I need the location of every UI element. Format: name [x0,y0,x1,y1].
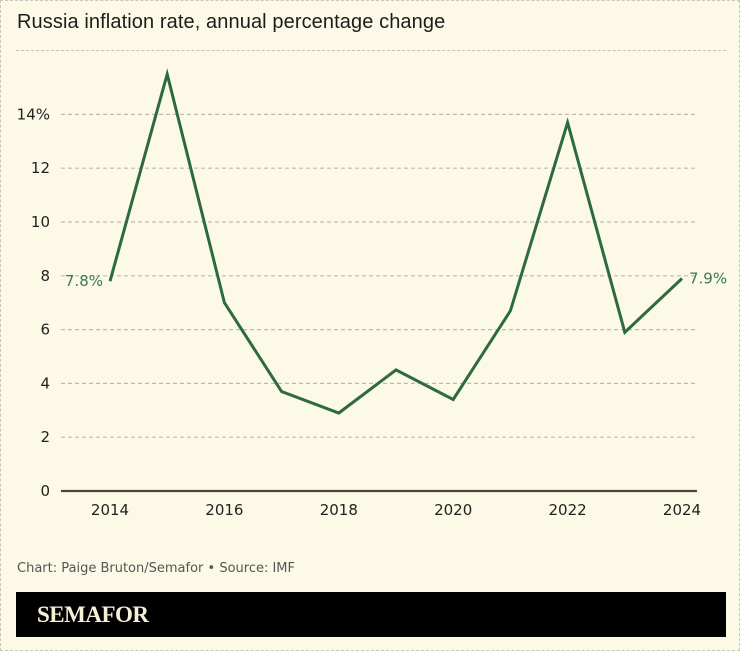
y-tick-label: 2 [40,428,50,446]
brand-bar: SEMAFOR [16,592,726,637]
y-axis-ticks: 0 2 4 6 8 10 12 14% [17,105,50,500]
data-label: 7.8% [65,272,103,290]
gridlines [61,113,697,438]
data-points [110,74,682,413]
y-tick-label: 12 [31,159,50,177]
series-line-russia-inflation [108,68,684,415]
y-tick-label: 8 [40,267,50,285]
x-tick-label: 2020 [434,501,472,519]
x-tick-label: 2018 [320,501,358,519]
x-tick-label: 2024 [663,501,701,519]
brand-logo[interactable]: SEMAFOR [37,602,149,627]
title-divider [16,50,726,51]
data-labels: 7.8% 7.9% [65,269,727,290]
data-label: 7.9% [689,269,727,287]
line-chart: 0 2 4 6 8 10 12 14% 2014 2016 2018 2020 2022 2024 7.… [17,68,727,519]
x-axis-ticks: 2014 2016 2018 2020 2022 2024 [91,501,701,519]
y-tick-label: 14% [17,105,50,123]
chart-title: Russia inflation rate, annual percentage… [17,11,446,33]
y-tick-label: 4 [40,374,50,392]
y-tick-label: 0 [40,482,50,500]
y-tick-label: 6 [40,321,50,339]
x-tick-label: 2022 [549,501,587,519]
x-tick-label: 2014 [91,501,129,519]
y-tick-label: 10 [31,213,50,231]
chart-source: Chart: Paige Bruton/Semafor • Source: IM… [17,561,296,576]
x-tick-label: 2016 [205,501,243,519]
